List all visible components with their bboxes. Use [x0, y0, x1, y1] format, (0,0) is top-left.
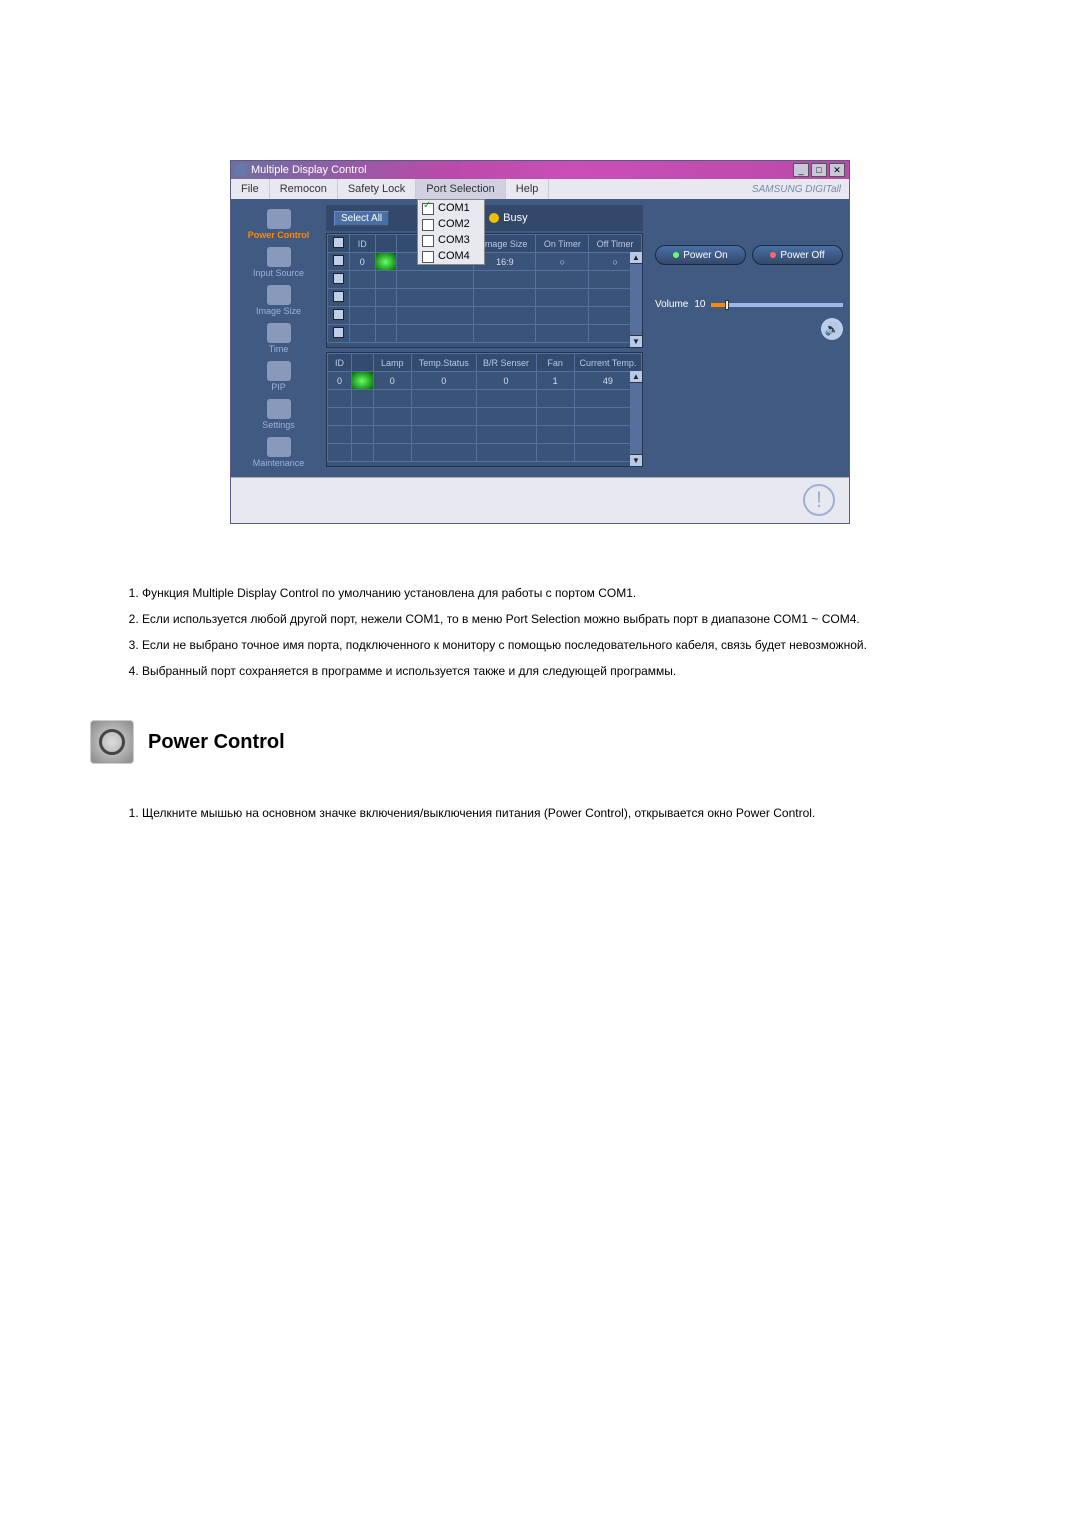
- port-option-com1[interactable]: COM1: [418, 200, 484, 216]
- grid2-header-fan: Fan: [536, 354, 574, 372]
- menu-help[interactable]: Help: [506, 179, 550, 199]
- port-option-com4[interactable]: COM4: [418, 248, 484, 264]
- maintenance-icon: [267, 437, 291, 457]
- grid-header-check[interactable]: [328, 235, 350, 253]
- port-option-com3[interactable]: COM3: [418, 232, 484, 248]
- maximize-button[interactable]: □: [811, 163, 827, 177]
- menu-safety-lock[interactable]: Safety Lock: [338, 179, 416, 199]
- menu-file[interactable]: File: [231, 179, 270, 199]
- grid2-header-id: ID: [328, 354, 352, 372]
- note-item: Щелкните мышью на основном значке включе…: [142, 804, 960, 822]
- volume-value: 10: [694, 299, 705, 310]
- grid-header-off-timer: Off Timer: [589, 235, 642, 253]
- grid2-row: [328, 408, 642, 426]
- status-grid: ID Lamp Temp.Status B/R Senser Fan Curre…: [326, 352, 643, 467]
- grid-scrollbar[interactable]: ▲▼: [630, 252, 642, 347]
- nav-power-control[interactable]: Power Control: [231, 205, 326, 243]
- busy-led-icon: [489, 213, 499, 223]
- grid2-header-status: [351, 354, 373, 372]
- grid-header-on-timer: On Timer: [536, 235, 589, 253]
- grid2-header-lamp: Lamp: [373, 354, 411, 372]
- note-item: Если используется любой другой порт, неж…: [142, 610, 960, 628]
- busy-indicator: Busy: [489, 212, 527, 224]
- input-icon: [267, 247, 291, 267]
- volume-slider[interactable]: [711, 303, 843, 307]
- close-button[interactable]: ✕: [829, 163, 845, 177]
- grid2-row: [328, 390, 642, 408]
- notes-list: Функция Multiple Display Control по умол…: [120, 584, 960, 680]
- nav-pip[interactable]: PIP: [231, 357, 326, 395]
- nav-time[interactable]: Time: [231, 319, 326, 357]
- power-control-section-icon: [90, 720, 134, 764]
- select-all-button[interactable]: Select All: [334, 211, 389, 226]
- grid2-header-br-senser: B/R Senser: [476, 354, 536, 372]
- section-notes-list: Щелкните мышью на основном значке включе…: [120, 804, 960, 822]
- title-bar: Multiple Display Control _ □ ✕: [231, 161, 849, 179]
- status-led-icon: [351, 372, 373, 390]
- image-size-icon: [267, 285, 291, 305]
- pip-icon: [267, 361, 291, 381]
- sidebar: Power Control Input Source Image Size Ti…: [231, 199, 326, 477]
- grid-row: [328, 289, 642, 307]
- brand-label: SAMSUNG DIGITall: [752, 184, 849, 195]
- nav-input-source[interactable]: Input Source: [231, 243, 326, 281]
- nav-image-size[interactable]: Image Size: [231, 281, 326, 319]
- note-item: Если не выбрано точное имя порта, подклю…: [142, 636, 960, 654]
- window-title: Multiple Display Control: [251, 164, 793, 176]
- info-icon[interactable]: !: [803, 484, 835, 516]
- nav-settings[interactable]: Settings: [231, 395, 326, 433]
- port-option-com2[interactable]: COM2: [418, 216, 484, 232]
- menu-port-selection[interactable]: Port Selection: [416, 179, 505, 199]
- menu-bar: File Remocon Safety Lock Port Selection …: [231, 179, 849, 199]
- power-icon: [267, 209, 291, 229]
- minimize-button[interactable]: _: [793, 163, 809, 177]
- status-led-icon: [375, 253, 397, 271]
- grid-row: [328, 307, 642, 325]
- note-item: Выбранный порт сохраняется в программе и…: [142, 662, 960, 680]
- menu-remocon[interactable]: Remocon: [270, 179, 338, 199]
- note-item: Функция Multiple Display Control по умол…: [142, 584, 960, 602]
- grid2-row: [328, 426, 642, 444]
- time-icon: [267, 323, 291, 343]
- port-dropdown: COM1 COM2 COM3 COM4: [417, 199, 485, 265]
- grid2-header-current-temp: Current Temp.: [574, 354, 641, 372]
- grid2-row[interactable]: 0 0 0 0 1 49: [328, 372, 642, 390]
- app-icon: [235, 164, 247, 176]
- grid-row: [328, 271, 642, 289]
- grid2-scrollbar[interactable]: ▲▼: [630, 371, 642, 466]
- section-title: Power Control: [148, 731, 285, 754]
- right-panel: Power On Power Off Volume 10 🔊: [649, 199, 849, 477]
- power-on-led-icon: [673, 252, 679, 258]
- grid2-row: [328, 444, 642, 462]
- grid-header-id: ID: [349, 235, 375, 253]
- speaker-icon[interactable]: 🔊: [821, 318, 843, 340]
- power-off-button[interactable]: Power Off: [752, 245, 843, 265]
- status-bar: !: [231, 477, 849, 523]
- settings-icon: [267, 399, 291, 419]
- nav-maintenance[interactable]: Maintenance: [231, 433, 326, 471]
- grid2-header-temp-status: Temp.Status: [411, 354, 476, 372]
- grid-row: [328, 325, 642, 343]
- app-window: Multiple Display Control _ □ ✕ File Remo…: [230, 160, 850, 524]
- volume-label: Volume: [655, 299, 688, 310]
- power-on-button[interactable]: Power On: [655, 245, 746, 265]
- grid-header-status: [375, 235, 397, 253]
- power-off-led-icon: [770, 252, 776, 258]
